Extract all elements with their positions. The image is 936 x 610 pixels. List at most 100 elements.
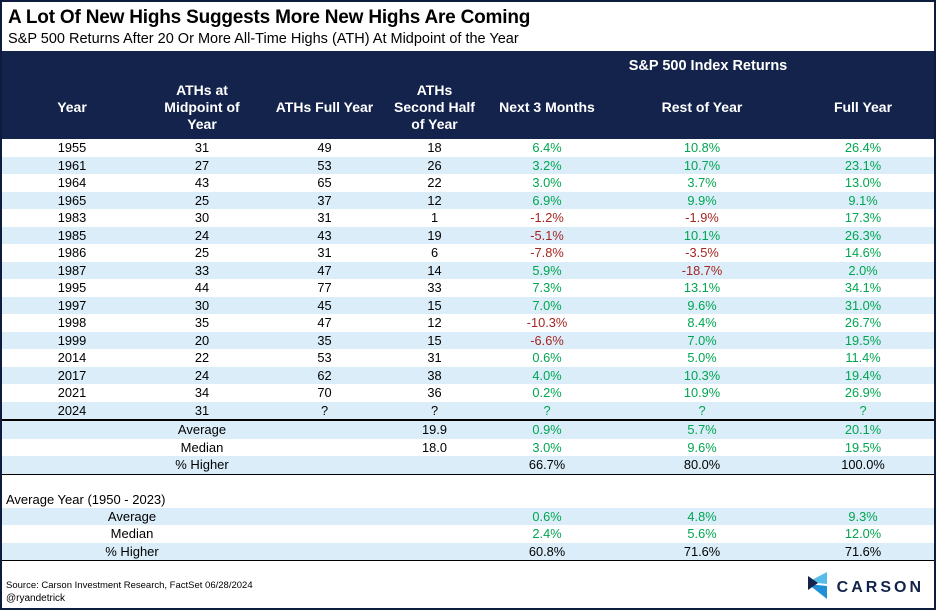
cell-aths-midpoint: 31 xyxy=(194,140,210,155)
cell-year: 1999 xyxy=(57,332,87,348)
cell-full-year: 19.5% xyxy=(844,332,882,348)
summary-label: Average xyxy=(107,508,157,524)
cell-rest-of-year: 10.8% xyxy=(683,140,721,155)
cell-aths-second-half: 1 xyxy=(430,210,439,225)
cell-next-3-months: -1.2% xyxy=(530,210,564,225)
table-row: 2021 34 70 36 0.2% 10.9% 26.9% xyxy=(2,384,934,402)
page-subtitle: S&P 500 Returns After 20 Or More All-Tim… xyxy=(8,31,519,47)
cell-aths-full-year: 47 xyxy=(317,315,332,330)
cell-next-3-months: -5.1% xyxy=(530,227,564,243)
section-label: Average Year (1950 - 2023) xyxy=(2,490,934,508)
summary-cell-next-3-months: 60.8% xyxy=(528,543,566,559)
cell-rest-of-year: 10.1% xyxy=(683,227,721,243)
cell-year: 1955 xyxy=(57,140,87,155)
cell-aths-midpoint: 20 xyxy=(194,332,210,348)
cell-rest-of-year: 10.9% xyxy=(683,385,721,400)
cell-aths-second-half: 19 xyxy=(427,227,442,243)
cell-aths-full-year: 53 xyxy=(317,157,332,173)
summary-row: % Higher 60.8% 71.6% 71.6% xyxy=(2,542,934,560)
summary-row: Median 2.4% 5.6% 12.0% xyxy=(2,525,934,543)
summary-cell-next-3-months: 0.9% xyxy=(532,422,562,437)
summary-cell-rest-of-year: 5.7% xyxy=(687,422,717,437)
cell-aths-full-year: 31 xyxy=(317,210,332,225)
cell-aths-full-year: 77 xyxy=(317,280,332,295)
summary-cell-full-year: 19.5% xyxy=(844,439,882,455)
cell-full-year: 26.3% xyxy=(844,227,882,243)
cell-rest-of-year: 7.0% xyxy=(687,332,717,348)
summary-label: Median xyxy=(110,526,154,541)
cell-aths-second-half: 26 xyxy=(427,157,442,173)
cell-next-3-months: 7.3% xyxy=(532,280,562,295)
cell-aths-midpoint: 31 xyxy=(194,402,210,418)
cell-next-3-months: ? xyxy=(543,402,551,418)
cell-year: 1987 xyxy=(57,262,87,278)
summary-cell-rest-of-year: 4.8% xyxy=(687,508,717,524)
cell-year: 2024 xyxy=(57,402,87,418)
summary-label: % Higher xyxy=(105,543,159,559)
cell-aths-second-half: 12 xyxy=(427,315,442,330)
cell-full-year: 11.4% xyxy=(845,350,881,365)
cell-full-year: 17.3% xyxy=(844,210,882,225)
cell-full-year: 31.0% xyxy=(844,297,882,313)
cell-aths-full-year: 31 xyxy=(317,245,332,260)
cell-full-year: ? xyxy=(859,402,867,418)
cell-aths-midpoint: 43 xyxy=(194,175,210,190)
cell-rest-of-year: 10.7% xyxy=(683,157,721,173)
column-header: Year xyxy=(57,98,87,115)
footer: Source: Carson Investment Research, Fact… xyxy=(2,561,934,608)
summary-cell-next-3-months: 3.0% xyxy=(532,439,562,455)
cell-aths-full-year: 65 xyxy=(317,175,332,190)
summary-row: Average 0.6% 4.8% 9.3% xyxy=(2,507,934,525)
table-row: 1961 27 53 26 3.2% 10.7% 23.1% xyxy=(2,156,934,174)
source-block: Source: Carson Investment Research, Fact… xyxy=(6,580,253,608)
cell-aths-second-half: 6 xyxy=(430,245,439,260)
column-header: Rest of Year xyxy=(661,98,743,115)
cell-aths-midpoint: 25 xyxy=(194,245,210,260)
cell-aths-second-half: 14 xyxy=(427,262,442,278)
group-header: S&P 500 Index Returns xyxy=(628,58,788,74)
cell-aths-second-half: 33 xyxy=(427,280,442,295)
table-row: 1997 30 45 15 7.0% 9.6% 31.0% xyxy=(2,296,934,314)
title-block: A Lot Of New Highs Suggests More New Hig… xyxy=(2,2,934,51)
cell-rest-of-year: -18.7% xyxy=(681,262,723,278)
cell-next-3-months: -7.8% xyxy=(530,245,564,260)
column-header: ATHs Full Year xyxy=(275,98,374,115)
cell-aths-full-year: 70 xyxy=(317,385,332,400)
source-text: Source: Carson Investment Research, Fact… xyxy=(6,580,253,591)
cell-aths-midpoint: 25 xyxy=(194,192,210,208)
summary-cell-rest-of-year: 80.0% xyxy=(683,457,721,472)
cell-year: 1995 xyxy=(57,280,87,295)
cell-aths-full-year: 45 xyxy=(317,297,332,313)
table-body: 1955 31 49 18 6.4% 10.8% 26.4% 1961 27 53 26 3.2% 10… xyxy=(2,139,934,419)
cell-full-year: 34.1% xyxy=(844,280,882,295)
cell-full-year: 26.4% xyxy=(844,140,882,155)
cell-aths-midpoint: 33 xyxy=(194,262,210,278)
cell-year: 1985 xyxy=(57,227,87,243)
cell-full-year: 26.7% xyxy=(844,315,882,330)
table-row: 1987 33 47 14 5.9% -18.7% 2.0% xyxy=(2,261,934,279)
cell-next-3-months: 0.2% xyxy=(532,385,562,400)
summary-cell-ath-second-half: 19.9 xyxy=(422,422,447,437)
table-header: S&P 500 Index Returns Year ATHs at Midpoi… xyxy=(2,51,934,139)
cell-next-3-months: 3.0% xyxy=(532,175,562,190)
cell-rest-of-year: ? xyxy=(698,402,706,418)
cell-next-3-months: 3.2% xyxy=(532,157,562,173)
summary-cell-full-year: 71.6% xyxy=(844,543,882,559)
cell-rest-of-year: -1.9% xyxy=(685,210,719,225)
summary-label: Median xyxy=(180,439,224,455)
cell-next-3-months: 6.9% xyxy=(532,192,562,208)
cell-aths-full-year: ? xyxy=(320,402,329,418)
cell-next-3-months: 6.4% xyxy=(532,140,562,155)
summary-cell-full-year: 12.0% xyxy=(844,526,882,541)
cell-aths-full-year: 49 xyxy=(317,140,332,155)
table-row: 1995 44 77 33 7.3% 13.1% 34.1% xyxy=(2,279,934,297)
cell-next-3-months: 0.6% xyxy=(532,350,562,365)
cell-aths-midpoint: 27 xyxy=(194,157,210,173)
carson-logo: CARSON xyxy=(807,571,924,604)
cell-next-3-months: -10.3% xyxy=(526,315,568,330)
cell-rest-of-year: 5.0% xyxy=(687,350,717,365)
cell-aths-full-year: 43 xyxy=(317,227,332,243)
cell-aths-midpoint: 22 xyxy=(194,350,210,365)
summary-label: Average xyxy=(177,422,227,437)
summary-cell-rest-of-year: 9.6% xyxy=(687,439,717,455)
